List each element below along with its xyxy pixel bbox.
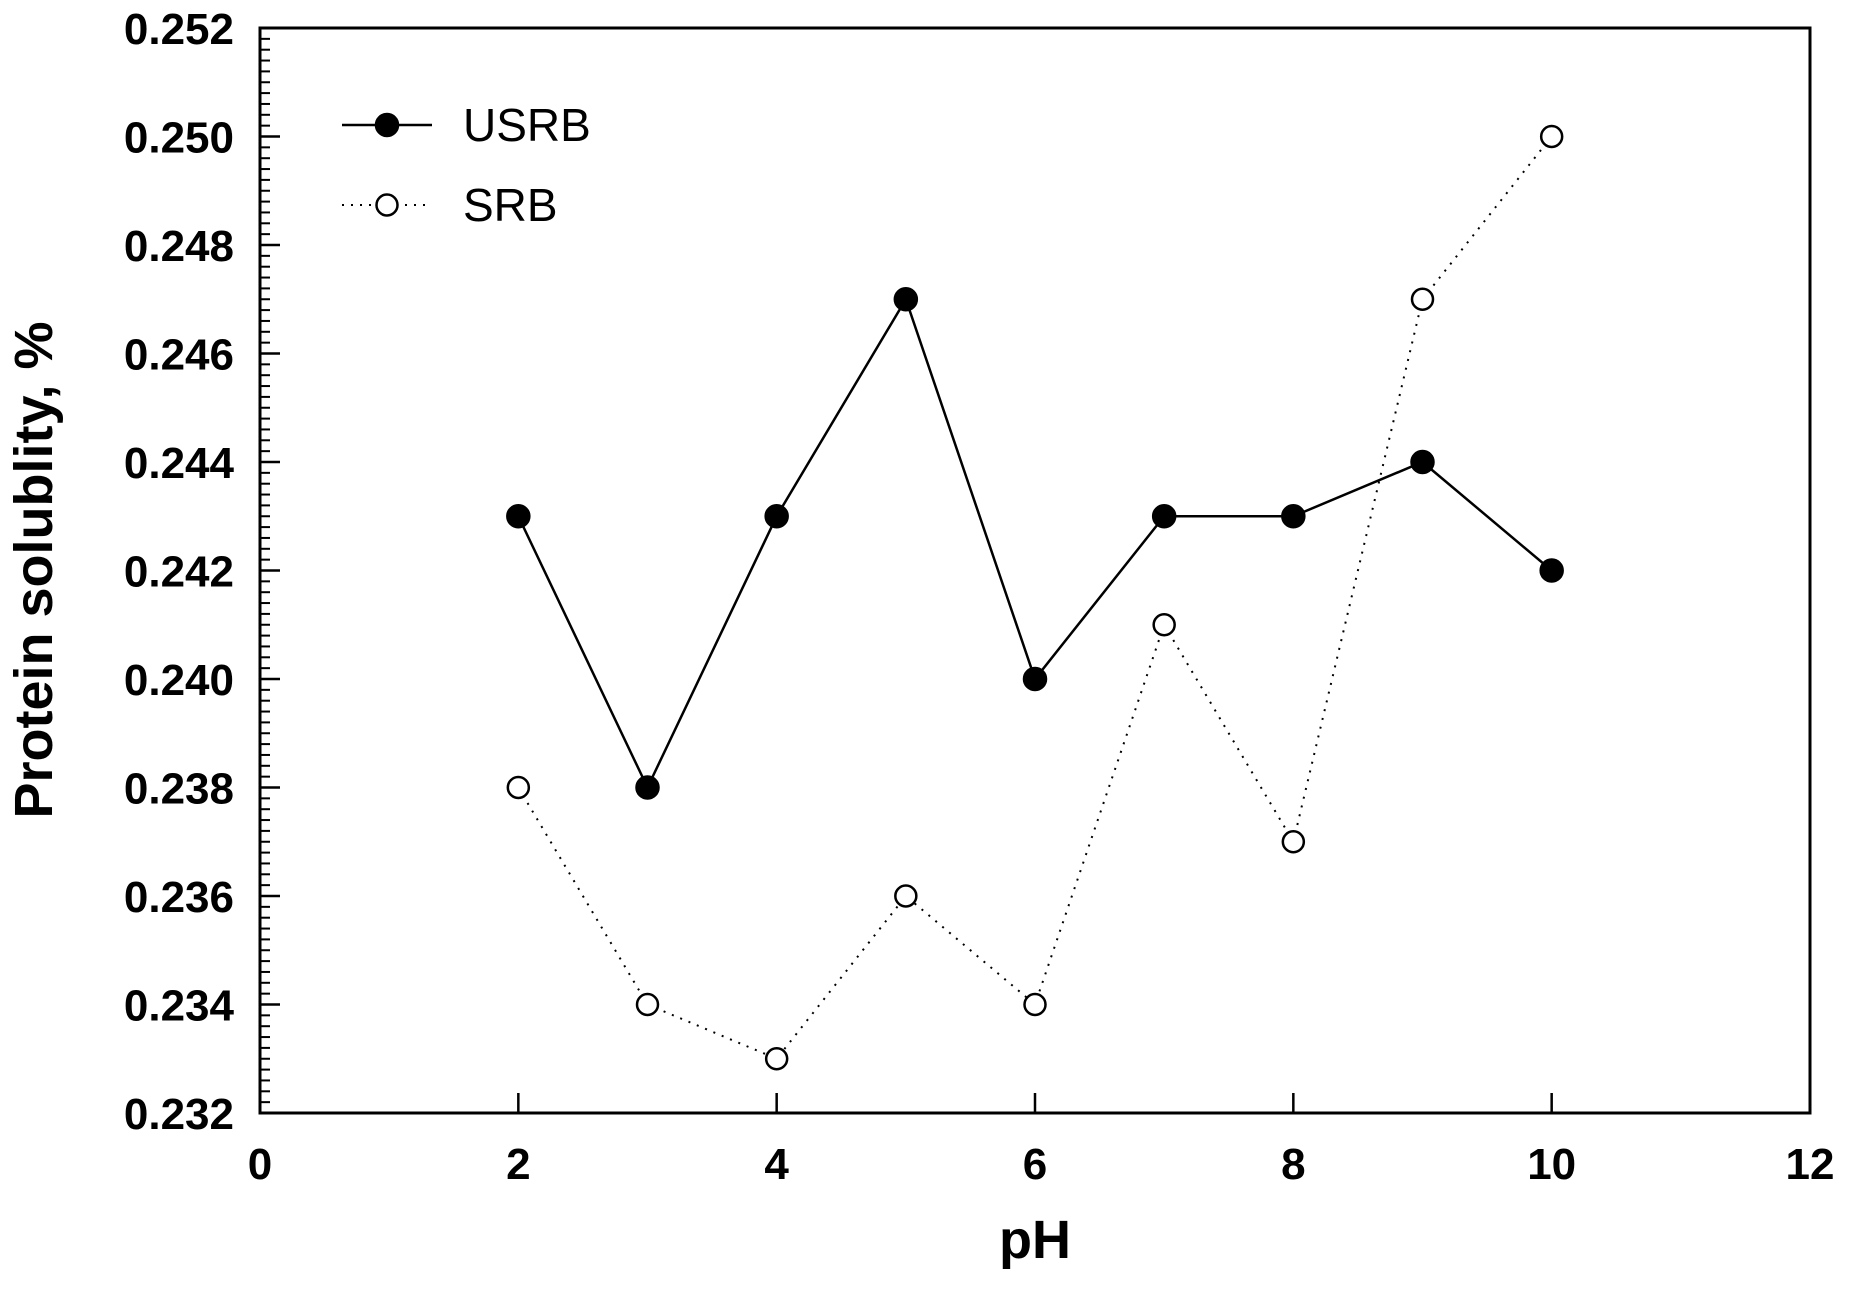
x-tick-labels: 0 2 4 6 8 10 12 [248,1140,1835,1189]
series-points [506,124,1564,1071]
legend-label-usrb: USRB [463,99,591,151]
data-point-usrb [1151,504,1177,529]
data-point-srb [506,775,531,800]
x-ticks [258,1093,1812,1113]
data-point-usrb [1022,666,1048,692]
x-tick-label: 12 [1786,1140,1835,1189]
x-tick-label: 6 [1023,1140,1047,1189]
y-tick-label: 0.238 [124,765,234,814]
y-tick-label: 0.234 [124,982,235,1031]
y-tick-label: 0.242 [124,548,234,597]
y-tick-label: 0.232 [124,1090,234,1139]
data-point-srb [894,884,918,908]
y-tick-label: 0.252 [124,5,234,54]
y-tick-label: 0.250 [124,114,234,163]
series-line-usrb [517,296,1553,791]
data-point-usrb [1410,449,1435,475]
x-tick-label: 0 [248,1140,272,1189]
data-point-usrb [764,504,789,529]
y-tick-label: 0.244 [124,439,235,488]
legend-label-srb: SRB [463,179,558,231]
x-tick-label: 8 [1281,1140,1305,1189]
y-axis-title: Protein solublity, % [4,321,64,818]
data-point-usrb [1539,558,1564,583]
data-point-srb [1539,124,1564,149]
data-point-usrb [893,287,919,312]
series-lines [517,135,1553,1060]
y-tick-label: 0.248 [124,222,234,271]
data-point-srb [764,1047,789,1071]
y-minor-ticks [260,37,270,1104]
y-tick-labels: 0.232 0.234 0.236 0.238 0.240 0.242 0.244 0.246… [124,5,235,1139]
data-point-srb [635,992,660,1017]
y-tick-label: 0.240 [124,656,234,705]
legend-marker-usrb [374,112,400,138]
data-point-usrb [635,775,660,800]
data-point-usrb [506,504,531,529]
data-point-usrb [1281,504,1306,529]
series-line-srb [517,135,1553,1060]
x-axis-title: pH [999,1210,1071,1270]
y-tick-label: 0.236 [124,873,234,922]
y-major-ticks [260,26,280,1115]
data-point-srb [1152,613,1176,637]
y-tick-label: 0.246 [124,331,234,380]
data-point-srb [1281,830,1306,854]
data-point-srb [1410,287,1435,311]
legend: USRB SRB [342,99,591,231]
x-tick-label: 10 [1527,1140,1576,1189]
legend-marker-srb [375,193,399,217]
x-tick-label: 2 [506,1140,530,1189]
data-point-srb [1023,992,1047,1017]
x-tick-label: 4 [764,1140,789,1189]
